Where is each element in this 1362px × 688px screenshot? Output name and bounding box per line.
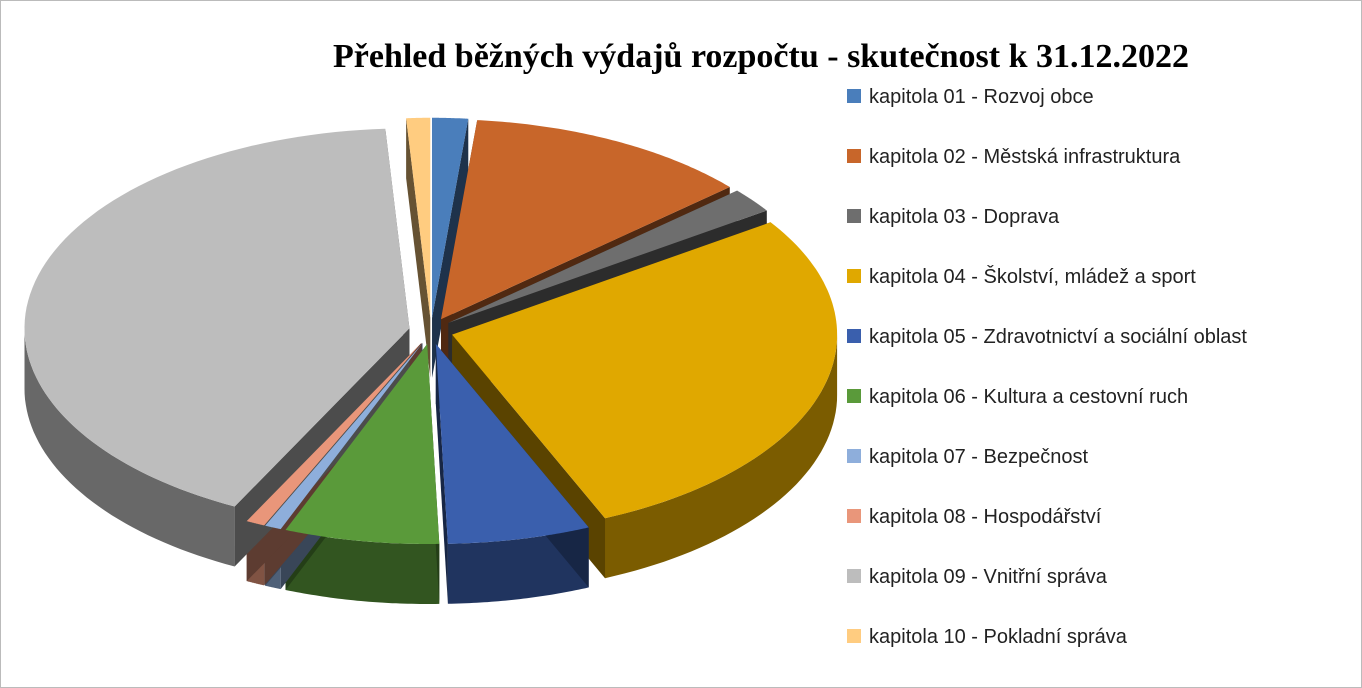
legend-swatch: [847, 209, 861, 223]
slice-wall: [406, 118, 431, 378]
slice: [246, 342, 422, 526]
legend-label: kapitola 06 - Kultura a cestovní ruch: [869, 386, 1189, 408]
legend-swatch: [847, 449, 861, 463]
legend-label: kapitola 02 - Městská infrastruktura: [869, 146, 1181, 168]
legend-swatch: [847, 269, 861, 283]
slice-wall: [435, 343, 448, 604]
legend-item: kapitola 07 - Bezpečnost: [847, 443, 1277, 471]
legend-item: kapitola 10 - Pokladní správa: [847, 623, 1277, 651]
legend-label: kapitola 03 - Doprava: [869, 206, 1060, 228]
legend-item: kapitola 09 - Vnitřní správa: [847, 563, 1277, 591]
legend-swatch: [847, 569, 861, 583]
legend-item: kapitola 06 - Kultura a cestovní ruch: [847, 383, 1277, 411]
slice: [24, 128, 410, 507]
legend-swatch: [847, 329, 861, 343]
legend-swatch: [847, 149, 861, 163]
slice: [406, 117, 431, 318]
legend-swatch: [847, 389, 861, 403]
legend-item: kapitola 03 - Doprava: [847, 203, 1277, 231]
legend-label: kapitola 07 - Bezpečnost: [869, 446, 1089, 468]
slice: [435, 343, 589, 544]
slice: [440, 120, 730, 320]
slice: [432, 117, 469, 318]
legend-item: kapitola 04 - Školství, mládež a sport: [847, 263, 1277, 291]
legend-label: kapitola 09 - Vnitřní správa: [869, 566, 1107, 588]
slice: [265, 343, 423, 530]
slice-side: [285, 530, 440, 604]
legend-swatch: [847, 509, 861, 523]
legend-item: kapitola 01 - Rozvoj obce: [847, 83, 1277, 111]
slice: [285, 344, 440, 544]
legend-label: kapitola 10 - Pokladní správa: [869, 626, 1127, 648]
slice-side: [605, 334, 838, 579]
legend-item: kapitola 02 - Městská infrastruktura: [847, 143, 1277, 171]
slice-side: [447, 527, 589, 604]
slice-wall: [432, 118, 469, 378]
legend-swatch: [847, 629, 861, 643]
chart-title: Přehled běžných výdajů rozpočtu - skuteč…: [333, 38, 1189, 75]
legend-swatch: [847, 89, 861, 103]
slice: [452, 222, 838, 519]
legend-label: kapitola 05 - Zdravotnictví a sociální o…: [869, 326, 1247, 348]
legend-label: kapitola 01 - Rozvoj obce: [869, 86, 1094, 108]
legend-label: kapitola 08 - Hospodářství: [869, 506, 1102, 528]
legend-item: kapitola 08 - Hospodářství: [847, 503, 1277, 531]
slice-side: [24, 328, 235, 567]
slice: [448, 190, 767, 323]
legend-label: kapitola 04 - Školství, mládež a sport: [869, 266, 1196, 288]
legend-item: kapitola 05 - Zdravotnictví a sociální o…: [847, 323, 1277, 351]
